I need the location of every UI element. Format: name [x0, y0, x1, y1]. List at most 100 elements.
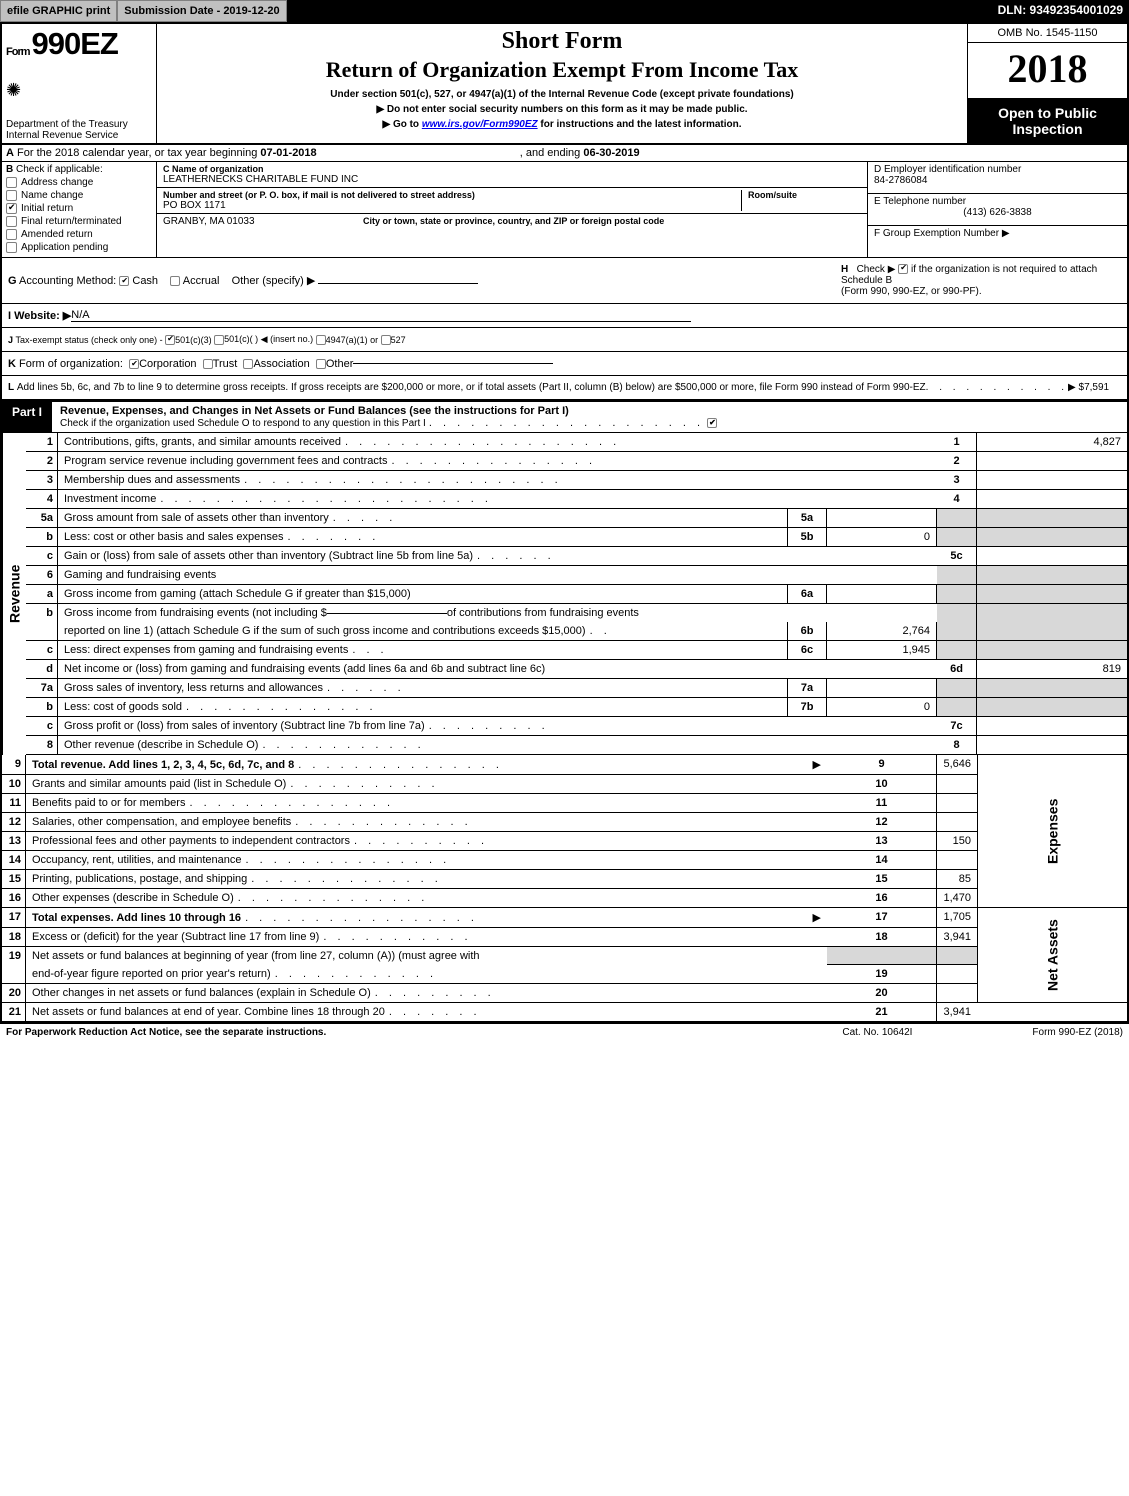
ln-18-rn: 18 [827, 928, 937, 947]
note2-post: for instructions and the latest informat… [540, 119, 741, 130]
ln-6c-shade [937, 641, 977, 660]
ln-5b-shade [937, 528, 977, 547]
h-checkbox[interactable] [898, 264, 908, 274]
j-opt-3: 527 [391, 335, 406, 345]
ln-5b-sn: 5b [787, 528, 827, 547]
chk-application-pending[interactable]: Application pending [6, 242, 152, 253]
j-chk-501c[interactable] [214, 335, 224, 345]
j-text: Tax-exempt status (check only one) - [16, 335, 163, 345]
dots: . . . . . . . . . . . [290, 778, 817, 790]
dots: . . . . . . . . . . . . . . . . . . . . … [160, 493, 927, 505]
sections-def: D Employer identification number 84-2786… [867, 162, 1127, 257]
ln-15-rv: 85 [937, 870, 977, 889]
g-accrual: Accrual [183, 275, 220, 287]
cash-checkbox[interactable] [119, 276, 129, 286]
ln-10-rv [937, 775, 977, 794]
ln-9-num: 9 [2, 755, 26, 775]
ln-21-num: 21 [2, 1003, 26, 1021]
header-left: Form 990EZ ✺ Department of the Treasury … [2, 24, 157, 143]
ln-19-desc2: end-of-year figure reported on prior yea… [26, 965, 827, 984]
k-chk-trust[interactable] [203, 359, 213, 369]
ln-20-rv [937, 984, 977, 1003]
dots: . . . . . . . . . . . . [262, 739, 927, 751]
part-1-header: Part I Revenue, Expenses, and Changes in… [2, 400, 1127, 433]
chk-initial-return[interactable]: Initial return [6, 203, 152, 214]
footer-left: For Paperwork Reduction Act Notice, see … [6, 1027, 326, 1038]
k-opt-2: Association [253, 358, 309, 370]
ln-2-text: Program service revenue including govern… [64, 455, 387, 467]
ln-5b-desc: Less: cost or other basis and sales expe… [58, 528, 787, 547]
ln-6d-num: d [26, 660, 58, 679]
ln-17-rn: 17 [827, 908, 937, 928]
top-bar: efile GRAPHIC print Submission Date - 20… [0, 0, 1129, 22]
ln-12-text: Salaries, other compensation, and employ… [32, 816, 291, 828]
dots: . . . . . . . [389, 1006, 817, 1018]
ln-13-desc: Professional fees and other payments to … [26, 832, 827, 851]
j-chk-501c3[interactable] [165, 335, 175, 345]
header-right: OMB No. 1545-1150 2018 Open to Public In… [967, 24, 1127, 143]
ln-6b-desc1: Gross income from fundraising events (no… [58, 604, 937, 622]
ln-7b-shade [937, 698, 977, 717]
ln-5c-num: c [26, 547, 58, 566]
ln-2-rv [977, 452, 1127, 471]
ln-7c-num: c [26, 717, 58, 736]
ln-1-rv: 4,827 [977, 433, 1127, 452]
ln-6b-shade [937, 604, 977, 641]
ln-15-text: Printing, publications, postage, and shi… [32, 873, 247, 885]
ln-7c-text: Gross profit or (loss) from sales of inv… [64, 720, 425, 732]
chk-amended-return[interactable]: Amended return [6, 229, 152, 240]
l-dots: . . . . . . . . . . . [926, 382, 1068, 393]
ln-6-shade2 [977, 566, 1127, 585]
submission-date-button[interactable]: Submission Date - 2019-12-20 [117, 0, 286, 22]
j-label: J [8, 335, 13, 345]
ln-7c-desc: Gross profit or (loss) from sales of inv… [58, 717, 937, 736]
ln-17-desc: Total expenses. Add lines 10 through 16.… [26, 908, 827, 928]
dots: . . . . . [333, 512, 777, 524]
tax-year: 2018 [968, 43, 1127, 99]
chk-final-return[interactable]: Final return/terminated [6, 216, 152, 227]
checkbox-icon [6, 203, 17, 214]
irs-link[interactable]: www.irs.gov/Form990EZ [422, 119, 538, 130]
part1-checkbox[interactable] [707, 418, 717, 428]
j-chk-4947[interactable] [316, 335, 326, 345]
expenses-side-label: Expenses [977, 755, 1127, 908]
ln-7a-sv [827, 679, 937, 698]
accrual-checkbox[interactable] [170, 276, 180, 286]
chk-label: Initial return [21, 203, 73, 214]
header-row: Form 990EZ ✺ Department of the Treasury … [2, 24, 1127, 145]
k-chk-corp[interactable] [129, 359, 139, 369]
k-text: Form of organization: [19, 358, 123, 370]
line-a-mid: , and ending [520, 147, 584, 159]
h-label: H [841, 264, 848, 275]
short-form-title: Short Form [165, 28, 959, 55]
efile-print-button[interactable]: efile GRAPHIC print [0, 0, 117, 22]
ln-9-rn: 9 [827, 755, 937, 775]
f-label: F Group Exemption Number ▶ [874, 228, 1121, 239]
ln-12-rv [937, 813, 977, 832]
chk-label: Address change [21, 177, 93, 188]
chk-label: Final return/terminated [21, 216, 122, 227]
chk-name-change[interactable]: Name change [6, 190, 152, 201]
ln-20-rn: 20 [827, 984, 937, 1003]
section-c: C Name of organization LEATHERNECKS CHAR… [157, 162, 867, 257]
k-chk-other[interactable] [316, 359, 326, 369]
ln-6-shade [937, 566, 977, 585]
net-assets-side-label: Net Assets [977, 908, 1127, 1003]
ln-6b-desc2: reported on line 1) (attach Schedule G i… [58, 622, 787, 641]
ein-value: 84-2786084 [874, 175, 1121, 186]
k-chk-assoc[interactable] [243, 359, 253, 369]
ln-8-rv [977, 736, 1127, 755]
ln-5a-num: 5a [26, 509, 58, 528]
ln-19-shade2 [937, 947, 977, 965]
form-990ez: 990EZ [32, 26, 118, 62]
ln-5b-sv: 0 [827, 528, 937, 547]
ln-18-num: 18 [2, 928, 26, 947]
ln-19-shade [827, 947, 937, 965]
ln-20-num: 20 [2, 984, 26, 1003]
room-label: Room/suite [748, 190, 861, 200]
checkbox-icon [6, 242, 17, 253]
line-a-label: A [6, 147, 14, 159]
chk-address-change[interactable]: Address change [6, 177, 152, 188]
city-cell: GRANBY, MA 01033 City or town, state or … [157, 214, 867, 229]
j-chk-527[interactable] [381, 335, 391, 345]
